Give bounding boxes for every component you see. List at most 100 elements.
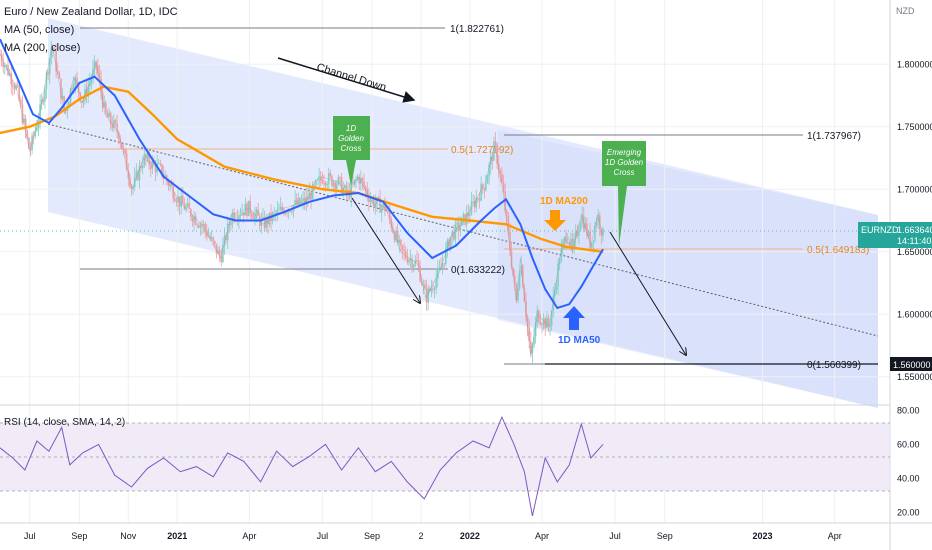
candle-body [321, 179, 324, 183]
candle-body [72, 84, 75, 90]
candle-body [42, 99, 45, 102]
candle-body [56, 71, 59, 73]
price-axis[interactable]: 1.550000 1.600000 1.650000 1.700000 1.750000… [897, 59, 932, 382]
candle-body [504, 191, 506, 211]
candle-body [507, 216, 510, 232]
candle-body [412, 265, 415, 268]
candle-body [254, 213, 256, 219]
candle-body [465, 212, 468, 225]
candle-body [238, 215, 240, 220]
candle-body [409, 258, 412, 260]
time-axis[interactable]: Jul Sep Nov 2021 Apr Jul Sep 2 2022 Apr Jul Sep 2023… [24, 531, 842, 541]
rsi-axis[interactable]: 20.00 40.00 60.00 80.00 [897, 405, 920, 517]
candle-body [48, 58, 51, 75]
candle-body [518, 273, 521, 290]
candle-body [528, 327, 531, 342]
candle-body [214, 241, 216, 244]
candle-body [469, 214, 471, 217]
channel-down-band [48, 18, 878, 408]
chart-title: Euro / New Zealand Dollar, 1D, IDC [4, 6, 178, 18]
projection-arrow-2 [609, 231, 686, 355]
candle-body [542, 318, 545, 326]
candle-body [98, 72, 101, 79]
candle-body [220, 256, 223, 263]
candle-body [422, 284, 425, 286]
ma200-line [0, 85, 604, 253]
candle-body [456, 222, 458, 224]
rsi-line [0, 415, 604, 517]
candle-body [475, 198, 478, 208]
candle-body [485, 183, 487, 191]
price-series-line [0, 44, 604, 359]
candle-body [202, 224, 205, 226]
candle-body [329, 173, 332, 176]
candle-body [299, 197, 301, 204]
candle-body [223, 235, 226, 246]
candle-body [294, 199, 296, 206]
candle-body [536, 310, 539, 323]
candle-body [335, 184, 338, 189]
candle-body [230, 222, 232, 225]
candle-body [204, 224, 207, 231]
candle-body [173, 198, 176, 202]
candle-body [316, 179, 319, 181]
candle-body [207, 236, 210, 238]
candle-body [313, 183, 316, 185]
candle-body [12, 84, 14, 87]
candle-body [552, 296, 555, 312]
candle-body [448, 240, 450, 249]
candle-body [513, 275, 516, 284]
golden-cross-2-line-2: 1D Golden [605, 158, 644, 167]
candle-body [499, 170, 502, 175]
candle-body [154, 163, 157, 172]
candle-body [590, 243, 593, 249]
candle-body [95, 61, 98, 66]
time-tick-label: Sep [657, 531, 673, 541]
candle-body [109, 112, 112, 124]
fib-label-low-1: 0(1.633222) [451, 265, 505, 276]
time-tick-label: 2023 [753, 531, 773, 541]
candle-body [303, 198, 306, 205]
channel-extension-band [498, 130, 878, 408]
candle-body [560, 248, 563, 262]
candle-body [403, 250, 405, 252]
candle-body [372, 199, 375, 208]
candle-body [384, 203, 386, 211]
candle-body [345, 185, 348, 195]
candle-body [103, 102, 106, 108]
candle-body [331, 175, 333, 186]
candle-body [318, 176, 320, 180]
candle-body [127, 170, 130, 179]
candle-body [364, 186, 367, 189]
fib-label-high-2: 1(1.737967) [807, 131, 861, 142]
candle-body [555, 286, 558, 291]
candle-body [427, 288, 429, 303]
rsi-title: RSI (14, close, SMA, 14, 2) [4, 417, 125, 428]
candle-body [339, 177, 341, 178]
candle-body [218, 250, 221, 257]
candle-body [570, 239, 572, 246]
candle-body [55, 51, 57, 72]
candle-body [252, 216, 255, 219]
candle-body [380, 206, 383, 213]
candle-body [600, 229, 603, 236]
time-tick-label: Jul [609, 531, 621, 541]
price-tick-label: 1.650000 [897, 247, 932, 257]
candle-body [263, 217, 266, 228]
candle-body [236, 218, 239, 220]
candle-body [310, 192, 312, 200]
candle-body [579, 223, 582, 231]
candle-body [481, 184, 484, 188]
candle-body [157, 163, 160, 165]
candle-body [105, 102, 107, 113]
candle-body [546, 317, 548, 329]
candle-body [159, 163, 162, 165]
candle-body [406, 257, 409, 263]
candle-body [215, 243, 218, 254]
candle-body [5, 65, 8, 67]
golden-cross-1-line-3: Cross [341, 144, 362, 153]
candle-body [279, 206, 282, 210]
candle-body [180, 195, 183, 207]
candle-body [368, 196, 370, 202]
